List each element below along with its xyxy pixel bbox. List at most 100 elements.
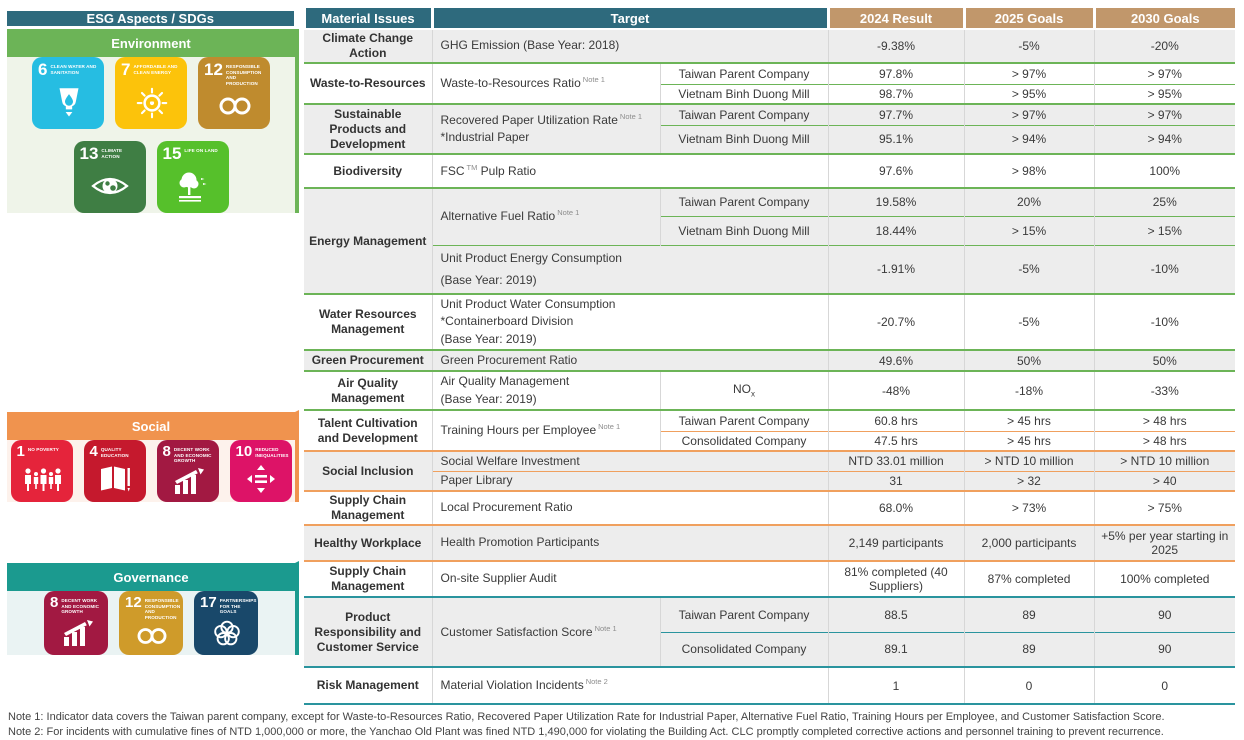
table-row: Social 1 No Poverty 4 Quality Education 8D… <box>7 409 1236 503</box>
cell-2025-goal: 20% <box>963 187 1095 216</box>
cell-2024-result: -20.7% <box>827 293 965 351</box>
cell-2024-result: 2,149 participants <box>827 524 965 562</box>
cell-sub-consolidated: Consolidated Company <box>659 631 829 668</box>
target-text: Material Violation Incidents <box>440 678 584 693</box>
sdg-1-no-poverty-icon: 1 No Poverty <box>10 440 73 503</box>
cell-2024-result: 97.8% <box>827 62 965 84</box>
cell-target-recovered-paper: Recovered Paper Utilization Rate Note 1 *… <box>431 103 660 154</box>
table-row: Air Quality Management Air Quality Manag… <box>7 370 1236 411</box>
cell-2025-goal: > 32 <box>963 470 1095 492</box>
target-text: Recovered Paper Utilization Rate <box>440 112 618 127</box>
cell-issue-air-quality: Air Quality Management <box>304 370 432 411</box>
cell-2025-goal: 89 <box>963 631 1095 668</box>
cell-2025-goal: > 45 hrs <box>963 409 1095 432</box>
cell-target-customer-satisfaction: Customer Satisfaction Score Note 1 <box>431 596 660 668</box>
cell-sub-taiwan: Taiwan Parent Company <box>659 103 829 125</box>
cell-sub-vietnam: Vietnam Binh Duong Mill <box>659 124 829 154</box>
cell-2030-goal: 50% <box>1093 349 1236 372</box>
social-section-header: Social <box>7 412 295 441</box>
equality-icon <box>236 459 287 498</box>
cell-2025-goal: -5% <box>963 293 1095 351</box>
sdg-8-decent-work-icon: 8 Decent Work and Economic Growth <box>44 591 108 656</box>
cell-issue-talent-cultivation: Talent Cultivation and Development <box>304 409 432 452</box>
cell-target-health-promotion: Health Promotion Participants <box>431 524 829 562</box>
table-row: Green Procurement Green Procurement Rati… <box>7 349 1236 372</box>
cell-2024-result: 60.8 hrs <box>827 409 965 432</box>
growth-chart-icon <box>50 615 103 652</box>
sdg-15-life-on-land-icon: 15 Life on Land <box>156 141 229 213</box>
cell-2030-goal: 0 <box>1093 666 1236 706</box>
sdg-number: 12 <box>204 60 223 79</box>
cell-target-training-hours: Training Hours per Employee Note 1 <box>431 409 660 452</box>
note-ref: Note 1 <box>557 208 580 218</box>
esg-targets-table: ESG Aspects / SDGs Material Issues Targe… <box>7 8 1236 706</box>
cell-2025-goal: > 97% <box>963 103 1095 125</box>
cell-2030-goal: 100% completed <box>1093 560 1236 598</box>
cell-2024-result: 19.58% <box>827 187 965 216</box>
environment-sdg-icons: 6 Clean Water and Sanitation 7 Affordable … <box>7 57 295 213</box>
governance-sdg-icons: 8 Decent Work and Economic Growth 12 Respo… <box>7 591 295 656</box>
cell-2025-goal: -18% <box>963 370 1095 411</box>
cell-sub-nox: NOx <box>659 370 829 411</box>
sdg-title: Affordable and Clean Energy <box>133 64 178 75</box>
sdg-title: Life on Land <box>184 148 218 153</box>
cell-target-material-violation: Material Violation Incidents Note 2 <box>431 666 829 706</box>
cell-2030-goal: -10% <box>1093 244 1236 295</box>
sdg-title: Decent Work and Economic Growth <box>61 598 100 615</box>
cell-target-unit-energy: Unit Product Energy Consumption (Base Ye… <box>431 244 829 295</box>
sdg-8-decent-work-icon: 8 Decent Work and Economic Growth <box>156 440 219 503</box>
cell-2024-result: 97.6% <box>827 153 965 188</box>
left-panel-social: Social 1 No Poverty 4 Quality Education 8D… <box>7 410 304 561</box>
cell-2030-goal: > 94% <box>1093 124 1236 154</box>
sdg-number: 15 <box>162 144 182 163</box>
cell-2030-goal: > 15% <box>1093 215 1236 245</box>
sdg-number: 12 <box>125 594 142 612</box>
sdg-17-partnerships-icon: 17 Partnerships for the Goals <box>194 591 258 656</box>
result-2024-header: 2024 Result <box>826 8 965 29</box>
cell-2025-goal: 0 <box>963 666 1095 706</box>
table-header-row: ESG Aspects / SDGs Material Issues Targe… <box>7 8 1236 29</box>
note-ref: Note 1 <box>598 422 621 432</box>
cell-2030-goal: > 95% <box>1093 83 1236 104</box>
note-ref: Note 1 <box>582 75 605 85</box>
cell-2024-result: 1 <box>827 666 965 706</box>
table-row: Consolidated Company 89.1 89 90 <box>7 631 1236 668</box>
cell-2024-result: 98.7% <box>827 83 965 104</box>
governance-section-header: Governance <box>7 563 295 592</box>
left-panel-governance: Governance 8 Decent Work and Economic Gro… <box>7 561 304 704</box>
cell-target-social-welfare: Social Welfare Investment <box>431 450 829 472</box>
sdg-number: 1 <box>16 443 25 461</box>
cell-target-air-quality: Air Quality Management (Base Year: 2019) <box>431 370 660 411</box>
target-line: (Base Year: 2019) <box>440 273 537 288</box>
cell-2024-result: 49.6% <box>827 349 965 372</box>
cell-issue-social-inclusion: Social Inclusion <box>304 450 432 492</box>
cell-2025-goal: > 98% <box>963 153 1095 188</box>
table-row: Risk Management Material Violation Incid… <box>7 666 1236 706</box>
target-line: (Base Year: 2019) <box>440 331 537 346</box>
open-book-icon <box>90 459 141 498</box>
table-row: Sustainable Products and Development Rec… <box>7 103 1236 154</box>
cell-2024-result: 31 <box>827 470 965 492</box>
cell-2030-goal: > 48 hrs <box>1093 430 1236 452</box>
cell-issue-climate-change: Climate Change Action <box>304 28 432 63</box>
cell-target-waste-ratio: Waste-to-Resources Ratio Note 1 <box>431 62 660 104</box>
cell-target-alternative-fuel: Alternative Fuel Ratio Note 1 <box>431 187 660 245</box>
growth-chart-icon <box>163 464 214 499</box>
cell-2025-goal: -5% <box>963 28 1095 63</box>
infinity-icon <box>204 86 265 125</box>
target-text: Pulp Ratio <box>477 163 537 178</box>
cell-target-paper-library: Paper Library <box>431 470 829 492</box>
cell-2024-result: -48% <box>827 370 965 411</box>
sdg-title: Partnerships for the Goals <box>219 598 257 615</box>
cell-2024-result: 89.1 <box>827 631 965 668</box>
cell-target-green-procurement: Green Procurement Ratio <box>431 349 829 372</box>
cell-2030-goal: > 97% <box>1093 103 1236 125</box>
infinity-icon <box>125 620 178 651</box>
target-text: Customer Satisfaction Score <box>440 624 593 639</box>
cell-2025-goal: 89 <box>963 596 1095 633</box>
cell-issue-supply-chain-social: Supply Chain Management <box>304 490 432 526</box>
pollutant-subscript: x <box>751 389 755 399</box>
cell-2030-goal: -20% <box>1093 28 1236 63</box>
cell-issue-water-resources: Water Resources Management <box>304 293 432 351</box>
cell-issue-energy-management: Energy Management <box>304 186 432 295</box>
